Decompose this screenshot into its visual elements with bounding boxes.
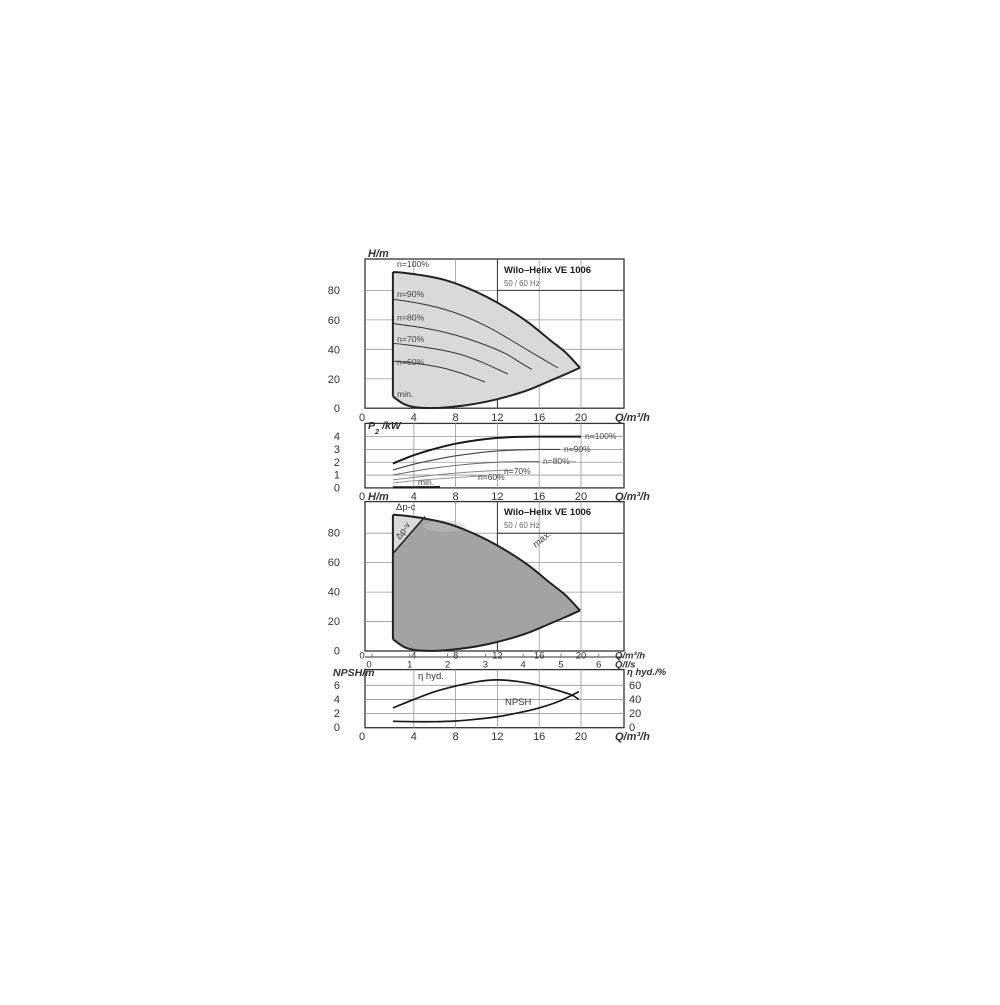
svg-text:min.: min. <box>418 477 434 487</box>
svg-text:n=100%: n=100% <box>585 431 617 441</box>
svg-text:0: 0 <box>334 645 340 657</box>
svg-text:H/m: H/m <box>368 248 389 260</box>
svg-text:Q/m³/h: Q/m³/h <box>615 412 650 424</box>
svg-text:80: 80 <box>328 285 340 297</box>
svg-text:12: 12 <box>491 731 503 743</box>
svg-text:8: 8 <box>453 412 459 424</box>
svg-text:n=70%: n=70% <box>397 334 425 344</box>
svg-text:2: 2 <box>445 660 450 671</box>
svg-text:n=80%: n=80% <box>543 456 570 466</box>
svg-text:60: 60 <box>328 315 340 327</box>
svg-text:2: 2 <box>334 457 340 469</box>
svg-text:0: 0 <box>334 722 340 734</box>
svg-text:4: 4 <box>411 731 417 743</box>
svg-text:n=70%: n=70% <box>504 466 531 476</box>
svg-text:16: 16 <box>533 412 545 424</box>
svg-text:n=100%: n=100% <box>397 259 429 269</box>
svg-text:0: 0 <box>334 403 340 415</box>
svg-text:Wilo–Helix VE 1006: Wilo–Helix VE 1006 <box>504 507 591 518</box>
svg-text:4: 4 <box>411 412 417 424</box>
svg-text:3: 3 <box>334 444 340 456</box>
svg-text:H/m: H/m <box>368 491 389 503</box>
svg-text:50 / 60 Hz: 50 / 60 Hz <box>504 521 540 530</box>
svg-text:40: 40 <box>328 587 340 599</box>
svg-text:2: 2 <box>334 708 340 720</box>
svg-text:3: 3 <box>483 660 488 671</box>
svg-text:4: 4 <box>334 694 340 706</box>
svg-text:NPSH/m: NPSH/m <box>333 667 374 679</box>
svg-text:0: 0 <box>334 482 340 494</box>
svg-text:20: 20 <box>575 412 587 424</box>
svg-text:n=60%: n=60% <box>478 472 505 482</box>
svg-text:4: 4 <box>334 431 340 443</box>
svg-text:4: 4 <box>521 660 526 671</box>
svg-text:Wilo–Helix VE 1006: Wilo–Helix VE 1006 <box>504 265 591 276</box>
svg-text:20: 20 <box>575 731 587 743</box>
svg-text:0: 0 <box>359 412 365 424</box>
svg-text:n=90%: n=90% <box>397 289 425 299</box>
svg-text:20: 20 <box>629 708 641 720</box>
svg-text:16: 16 <box>534 651 545 662</box>
svg-text:NPSH: NPSH <box>505 697 532 708</box>
svg-text:40: 40 <box>629 694 641 706</box>
svg-text:20: 20 <box>328 616 340 628</box>
svg-text:6: 6 <box>334 680 340 692</box>
svg-text:12: 12 <box>492 651 503 662</box>
svg-text:η hyd./%: η hyd./% <box>627 667 667 678</box>
svg-text:1: 1 <box>334 470 340 482</box>
svg-text:n=80%: n=80% <box>397 313 425 323</box>
svg-text:n=90%: n=90% <box>564 444 591 454</box>
svg-text:20: 20 <box>328 374 340 386</box>
svg-text:0: 0 <box>359 731 365 743</box>
svg-text:6: 6 <box>596 660 601 671</box>
svg-text:η hyd.: η hyd. <box>418 671 444 682</box>
svg-text:0: 0 <box>629 722 635 734</box>
svg-text:50 / 60 Hz: 50 / 60 Hz <box>504 279 540 288</box>
svg-text:8: 8 <box>453 651 458 662</box>
svg-text:1: 1 <box>407 660 412 671</box>
svg-text:0: 0 <box>359 491 365 503</box>
svg-text:40: 40 <box>328 345 340 357</box>
svg-text:16: 16 <box>533 731 545 743</box>
svg-text:60: 60 <box>328 557 340 569</box>
svg-text:60: 60 <box>629 680 641 692</box>
svg-text:0: 0 <box>359 651 364 662</box>
svg-text:n=60%: n=60% <box>397 357 425 367</box>
svg-text:min.: min. <box>397 389 413 399</box>
svg-text:20: 20 <box>576 651 587 662</box>
svg-text:5: 5 <box>558 660 563 671</box>
svg-text:8: 8 <box>453 731 459 743</box>
svg-text:12: 12 <box>491 412 503 424</box>
svg-text:Δp-c: Δp-c <box>396 502 416 513</box>
svg-text:80: 80 <box>328 528 340 540</box>
